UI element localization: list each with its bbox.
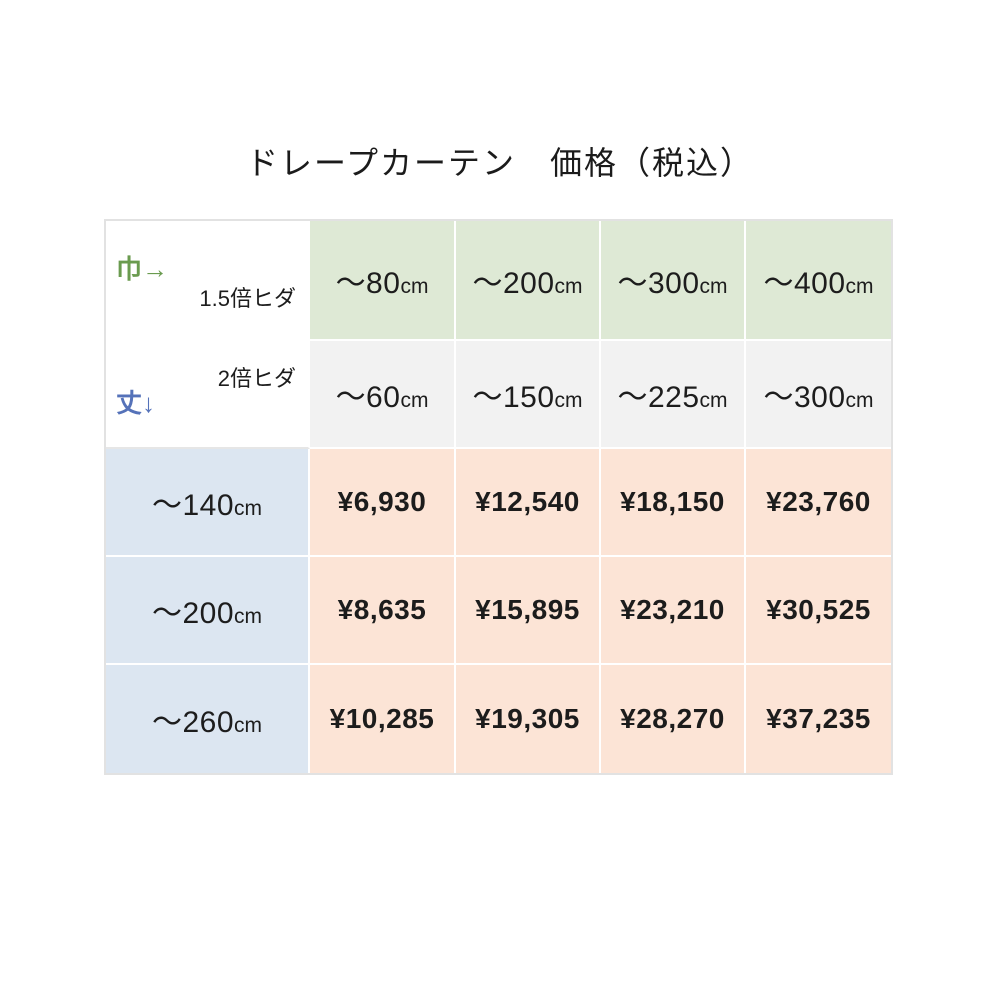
width-value: ～150 xyxy=(472,381,555,414)
price-cell: ¥12,540 xyxy=(456,449,601,557)
width-value: ～60 xyxy=(335,381,401,414)
price-value: ¥10,285 xyxy=(329,703,435,734)
width-header-1-5x-col3: ～300cm xyxy=(601,221,746,341)
width-unit: cm xyxy=(554,275,583,298)
price-cell: ¥23,210 xyxy=(601,557,746,665)
height-header-140cm: ～140cm xyxy=(106,449,310,557)
price-value: ¥8,635 xyxy=(337,594,427,625)
width-value: ～80 xyxy=(335,267,401,300)
width-header-2x-col3: ～225cm xyxy=(601,341,746,449)
width-header-2x-col4: ～300cm xyxy=(746,341,891,449)
width-unit: cm xyxy=(699,275,728,298)
price-cell: ¥6,930 xyxy=(310,449,456,557)
width-value: ～300 xyxy=(763,381,846,414)
price-table-grid: 巾→ 1.5倍ヒダ 2倍ヒダ 丈↓ ～80cm ～200cm ～300cm ～4… xyxy=(106,221,891,773)
height-value: ～140 xyxy=(151,489,235,522)
price-cell: ¥23,760 xyxy=(746,449,891,557)
price-cell: ¥18,150 xyxy=(601,449,746,557)
height-axis-label: 丈↓ xyxy=(116,388,156,418)
price-value: ¥19,305 xyxy=(475,703,580,734)
width-header-1-5x-col4: ～400cm xyxy=(746,221,891,341)
price-value: ¥23,210 xyxy=(620,594,725,625)
price-cell: ¥10,285 xyxy=(310,665,456,773)
price-cell: ¥28,270 xyxy=(601,665,746,773)
width-unit: cm xyxy=(845,389,874,412)
height-header-260cm: ～260cm xyxy=(106,665,310,773)
price-value: ¥6,930 xyxy=(337,486,427,517)
price-value: ¥18,150 xyxy=(620,486,725,517)
height-unit: cm xyxy=(234,714,263,737)
price-cell: ¥37,235 xyxy=(746,665,891,773)
table-row: ～200cm ¥8,635 ¥15,895 ¥23,210 ¥30,525 xyxy=(106,557,891,665)
height-unit: cm xyxy=(234,605,263,628)
header-row-1-5x-pleats: 巾→ 1.5倍ヒダ 2倍ヒダ 丈↓ ～80cm ～200cm ～300cm ～4… xyxy=(106,221,891,449)
width-value: ～300 xyxy=(617,267,700,300)
height-value: ～260 xyxy=(151,706,235,739)
price-value: ¥37,235 xyxy=(766,703,871,734)
price-cell: ¥15,895 xyxy=(456,557,601,665)
width-header-2x-col2: ～150cm xyxy=(456,341,601,449)
price-cell: ¥19,305 xyxy=(456,665,601,773)
height-unit: cm xyxy=(234,497,263,520)
width-unit: cm xyxy=(845,275,874,298)
width-unit: cm xyxy=(699,389,728,412)
price-cell: ¥30,525 xyxy=(746,557,891,665)
pleat-2x-label: 2倍ヒダ xyxy=(217,366,296,391)
price-value: ¥12,540 xyxy=(475,486,580,517)
width-value: ～400 xyxy=(763,267,846,300)
price-value: ¥15,895 xyxy=(475,594,580,625)
width-unit: cm xyxy=(554,389,583,412)
height-value: ～200 xyxy=(151,597,235,630)
width-unit: cm xyxy=(400,389,429,412)
height-header-200cm: ～200cm xyxy=(106,557,310,665)
page-title: ドレープカーテン 価格（税込） xyxy=(245,145,755,181)
width-axis-label: 巾→ xyxy=(116,254,169,284)
table-row: ～260cm ¥10,285 ¥19,305 ¥28,270 ¥37,235 xyxy=(106,665,891,773)
price-value: ¥23,760 xyxy=(766,486,871,517)
width-header-1-5x-col1: ～80cm xyxy=(310,221,456,341)
table-row: ～140cm ¥6,930 ¥12,540 ¥18,150 ¥23,760 xyxy=(106,449,891,557)
width-header-1-5x-col2: ～200cm xyxy=(456,221,601,341)
price-value: ¥28,270 xyxy=(620,703,725,734)
price-value: ¥30,525 xyxy=(766,594,871,625)
corner-cell: 巾→ 1.5倍ヒダ 2倍ヒダ 丈↓ xyxy=(106,221,310,449)
header-row-2x-pleats: ～60cm ～150cm ～225cm ～300cm xyxy=(106,341,891,449)
price-table: 巾→ 1.5倍ヒダ 2倍ヒダ 丈↓ ～80cm ～200cm ～300cm ～4… xyxy=(104,219,893,775)
width-value: ～225 xyxy=(617,381,700,414)
width-unit: cm xyxy=(400,275,429,298)
pleat-1-5x-label: 1.5倍ヒダ xyxy=(199,286,296,311)
width-header-2x-col1: ～60cm xyxy=(310,341,456,449)
price-cell: ¥8,635 xyxy=(310,557,456,665)
width-value: ～200 xyxy=(472,267,555,300)
